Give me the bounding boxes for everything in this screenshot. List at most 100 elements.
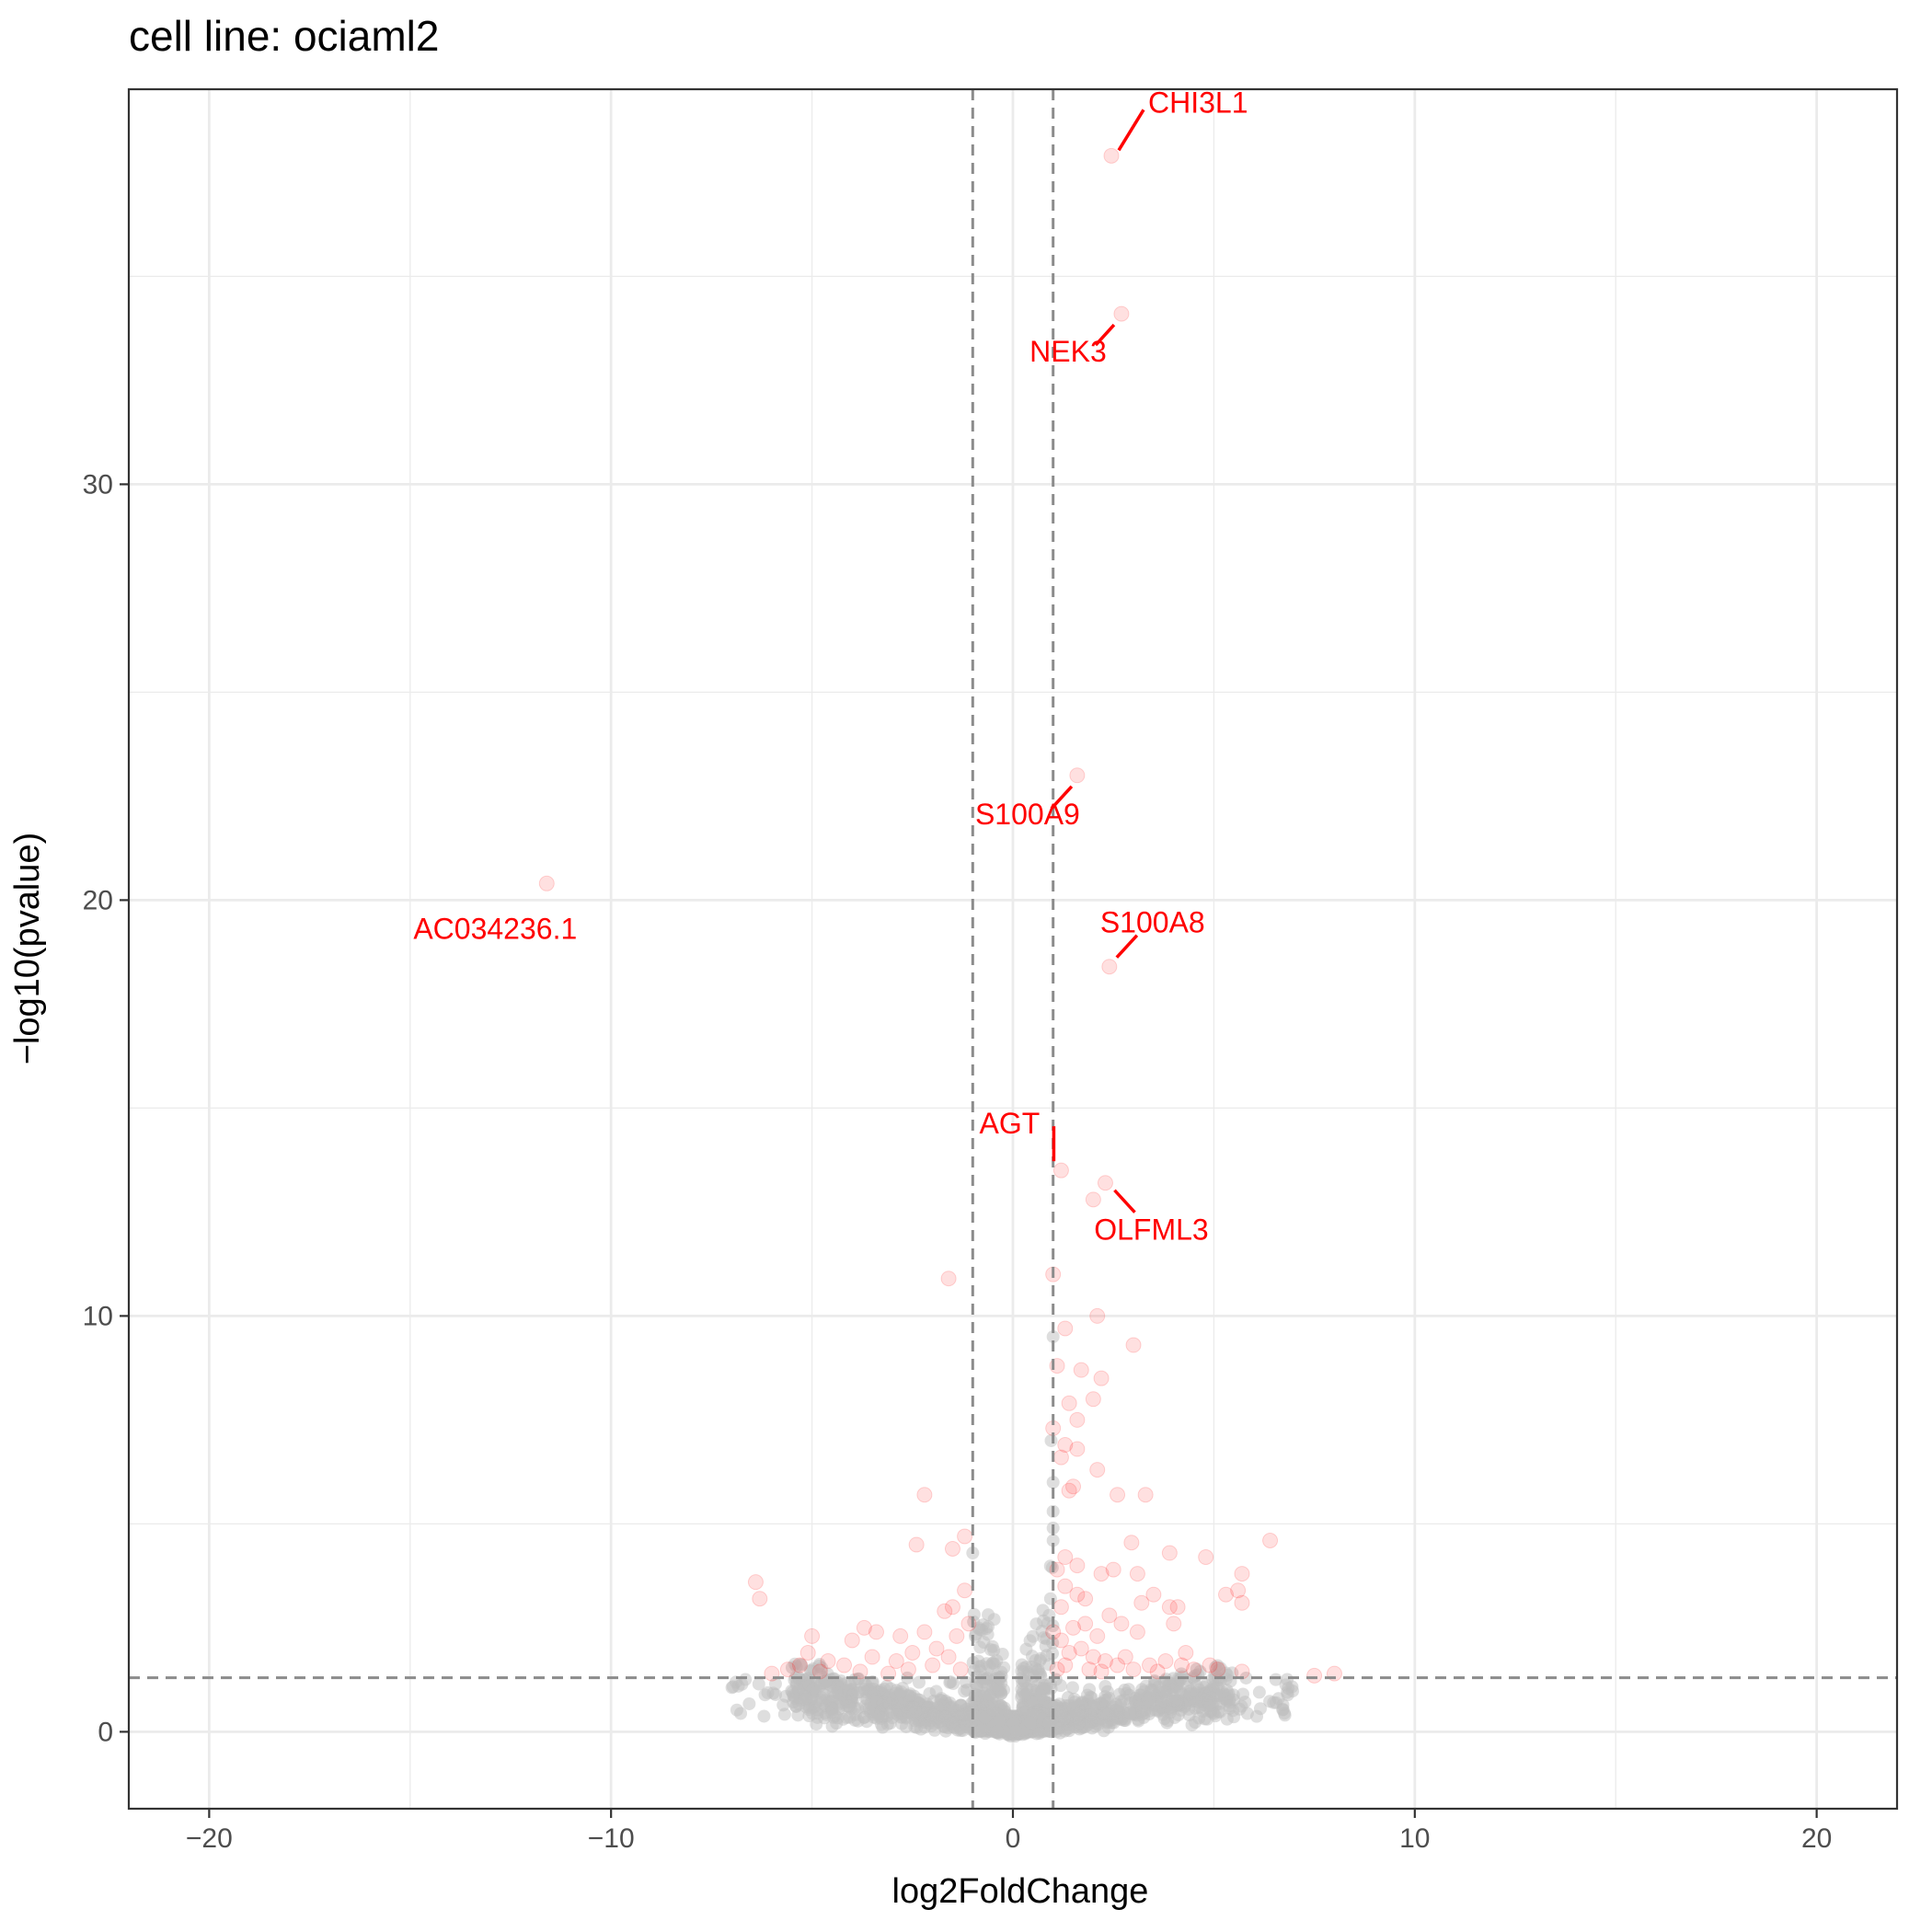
significant-point: [904, 1645, 921, 1662]
significant-point: [1161, 1599, 1178, 1616]
significant-point: [925, 1657, 941, 1673]
nonsignificant-point: [785, 1661, 799, 1674]
significant-point: [1052, 1449, 1069, 1466]
nonsignificant-point: [1029, 1654, 1042, 1668]
nonsignificant-point: [993, 1713, 1006, 1727]
nonsignificant-point: [1236, 1687, 1250, 1701]
nonsignificant-point: [1035, 1681, 1049, 1695]
nonsignificant-point: [734, 1707, 748, 1720]
gene-label: CHI3L1: [1148, 86, 1248, 119]
nonsignificant-point: [1044, 1433, 1058, 1447]
nonsignificant-point: [1213, 1696, 1226, 1710]
significant-point: [852, 1663, 868, 1680]
nonsignificant-point: [742, 1696, 756, 1710]
nonsignificant-point: [831, 1680, 845, 1694]
gene-label: NEK3: [1029, 335, 1107, 368]
nonsignificant-point: [1029, 1617, 1043, 1631]
nonsignificant-point: [1223, 1696, 1236, 1709]
y-tick-label: 0: [98, 1717, 113, 1747]
nonsignificant-point: [802, 1709, 816, 1723]
gene-label-leader-line: [1050, 785, 1074, 810]
significant-point: [1161, 1545, 1178, 1561]
nonsignificant-point: [891, 1703, 905, 1717]
nonsignificant-point: [1252, 1685, 1266, 1699]
nonsignificant-point: [986, 1703, 1000, 1717]
significant-point: [856, 1619, 872, 1636]
gene-label-leader-line: [1115, 934, 1139, 959]
gene-label: AGT: [980, 1107, 1041, 1140]
nonsignificant-point: [973, 1623, 987, 1637]
significant-point: [868, 1624, 884, 1640]
nonsignificant-point: [909, 1705, 923, 1719]
significant-point: [1234, 1566, 1250, 1582]
nonsignificant-point: [908, 1719, 922, 1733]
nonsignificant-points: [725, 1329, 1300, 1743]
labeled-gene-point: [1097, 1175, 1113, 1191]
significant-point: [900, 1662, 916, 1678]
significant-point: [1057, 1578, 1074, 1594]
significant-point: [820, 1653, 836, 1670]
nonsignificant-point: [1020, 1686, 1034, 1700]
nonsignificant-point: [1098, 1679, 1112, 1693]
nonsignificant-point: [1139, 1696, 1153, 1710]
significant-point: [1129, 1624, 1145, 1640]
significant-point: [791, 1657, 808, 1673]
significant-point: [1089, 1462, 1106, 1478]
significant-point: [1085, 1191, 1101, 1208]
significant-point: [1230, 1582, 1247, 1599]
significant-point: [1262, 1532, 1279, 1548]
nonsignificant-point: [1120, 1686, 1133, 1700]
significant-point: [1234, 1594, 1250, 1611]
significant-point: [1085, 1391, 1101, 1408]
gene-label-leader-line: [1094, 323, 1116, 347]
y-tick-label: 10: [83, 1301, 113, 1331]
nonsignificant-point: [927, 1723, 941, 1737]
significant-point: [1210, 1662, 1226, 1678]
significant-point: [1306, 1667, 1323, 1684]
nonsignificant-point: [1046, 1534, 1060, 1547]
significant-point: [1218, 1586, 1235, 1603]
significant-point: [752, 1591, 768, 1607]
nonsignificant-point: [851, 1685, 865, 1699]
nonsignificant-point: [1036, 1604, 1050, 1617]
significant-point: [949, 1627, 965, 1644]
significant-point: [1069, 1411, 1086, 1428]
significant-point: [952, 1662, 969, 1678]
nonsignificant-point: [964, 1709, 978, 1723]
significant-point: [1057, 1549, 1074, 1566]
significant-point: [1113, 1616, 1130, 1632]
nonsignificant-point: [801, 1677, 815, 1691]
grid-major: [129, 89, 1897, 1809]
nonsignificant-point: [1054, 1705, 1068, 1719]
significant-point: [1097, 1653, 1113, 1670]
nonsignificant-point: [825, 1719, 839, 1733]
significant-point: [1186, 1662, 1202, 1678]
significant-point: [1061, 1645, 1077, 1662]
significant-point: [1125, 1337, 1142, 1353]
nonsignificant-point: [1058, 1724, 1072, 1738]
significant-point: [1065, 1619, 1082, 1636]
significant-point: [1065, 1478, 1082, 1495]
nonsignificant-point: [1276, 1703, 1290, 1717]
significant-point: [908, 1536, 925, 1553]
significant-point: [1085, 1649, 1101, 1665]
nonsignificant-point: [987, 1613, 1001, 1627]
nonsignificant-point: [1250, 1709, 1264, 1723]
significant-point: [1173, 1657, 1190, 1673]
significant-point: [1101, 1607, 1118, 1624]
nonsignificant-point: [1032, 1727, 1046, 1741]
nonsignificant-point: [927, 1708, 941, 1722]
nonsignificant-point: [752, 1677, 765, 1691]
nonsignificant-point: [726, 1680, 740, 1694]
x-axis-title: log2FoldChange: [892, 1872, 1149, 1911]
nonsignificant-point: [1207, 1685, 1221, 1698]
y-axis-ticks: 0 10 20 30: [83, 469, 129, 1747]
nonsignificant-point: [1118, 1712, 1132, 1726]
significant-point: [1093, 1566, 1110, 1582]
nonsignificant-point: [1281, 1688, 1294, 1702]
gene-label-leader-line: [1117, 109, 1145, 152]
nonsignificant-point: [1066, 1701, 1080, 1715]
nonsignificant-point: [757, 1709, 771, 1723]
significant-point: [1142, 1657, 1158, 1673]
